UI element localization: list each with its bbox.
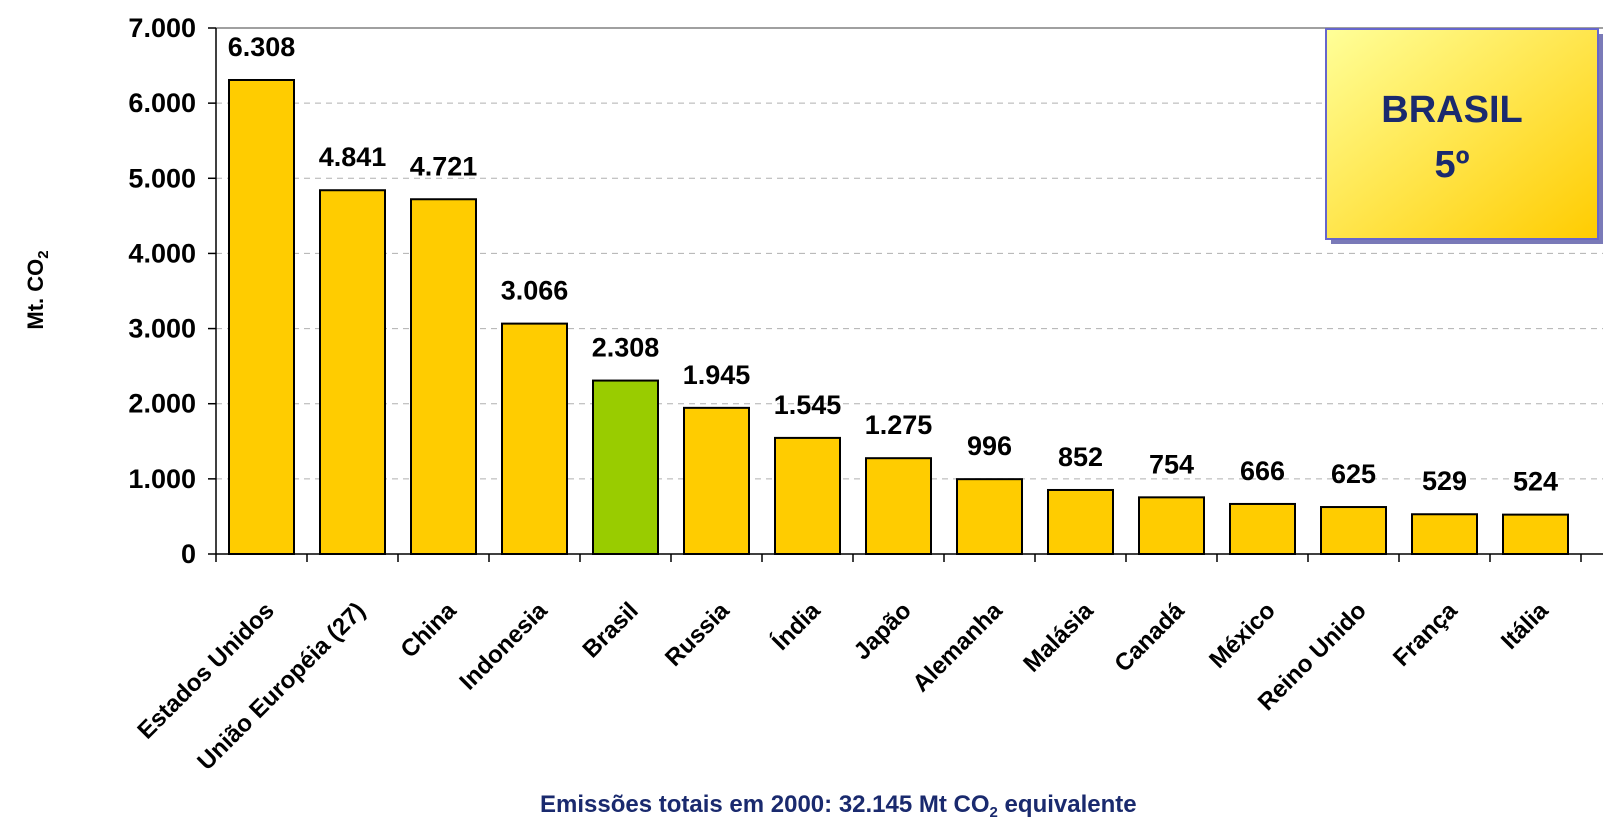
bar-10 — [1138, 496, 1205, 555]
category-label-3: Indonesia — [454, 597, 553, 696]
bar-14 — [1502, 513, 1569, 555]
category-label-1: União Européia (27) — [192, 597, 370, 775]
brasil-rank-callout: BRASIL 5º — [1325, 28, 1603, 244]
bar-1 — [319, 189, 386, 555]
data-label-11: 666 — [1240, 456, 1285, 486]
bar-5 — [683, 406, 750, 555]
y-axis-label-subscript: 2 — [35, 250, 52, 258]
footer-note: Emissões totais em 2000: 32.145 Mt CO2 e… — [540, 791, 1137, 821]
bar-4 — [592, 379, 659, 555]
bar-11 — [1229, 502, 1296, 556]
data-label-13: 529 — [1422, 466, 1467, 496]
data-label-1: 4.841 — [319, 142, 387, 172]
data-label-14: 524 — [1513, 467, 1558, 497]
callout-rank: 5º — [1434, 144, 1469, 186]
category-label-4: Brasil — [577, 597, 643, 663]
category-label-6: Índia — [766, 596, 826, 656]
data-label-10: 754 — [1149, 449, 1194, 479]
bars — [228, 78, 1569, 556]
bar-3 — [501, 322, 568, 555]
category-label-9: Malásia — [1018, 597, 1099, 678]
category-label-11: México — [1204, 597, 1281, 674]
y-axis-label: Mt. CO2 — [23, 250, 52, 329]
bar-6 — [774, 436, 841, 556]
y-tick-label: 4.000 — [128, 238, 196, 268]
bar-0 — [228, 78, 295, 555]
category-label-2: China — [396, 597, 463, 664]
data-label-7: 1.275 — [865, 410, 933, 440]
data-label-5: 1.945 — [683, 360, 751, 390]
data-labels: 6.308 4.841 4.721 3.066 2.308 1.945 1.545 1.275… — [228, 32, 1558, 497]
category-label-14: Itália — [1496, 597, 1554, 655]
axes: 0 1.000 2.000 3.000 4.000 5.000 6.000 7.000 — [128, 13, 1603, 569]
category-label-13: França — [1388, 597, 1463, 672]
category-label-7: Japão — [849, 597, 917, 665]
y-tick-label: 3.000 — [128, 314, 196, 344]
bar-7 — [865, 457, 932, 556]
bar-9 — [1047, 488, 1114, 555]
y-tick-label: 1.000 — [128, 464, 196, 494]
footer-subscript: 2 — [990, 804, 998, 821]
data-label-3: 3.066 — [501, 276, 569, 306]
data-label-8: 996 — [967, 431, 1012, 461]
data-label-12: 625 — [1331, 459, 1376, 489]
bar-12 — [1320, 506, 1387, 555]
data-label-2: 4.721 — [410, 151, 478, 181]
y-tick-label: 7.000 — [128, 13, 196, 43]
data-label-9: 852 — [1058, 442, 1103, 472]
data-label-4: 2.308 — [592, 333, 660, 363]
bar-8 — [956, 478, 1023, 555]
category-label-5: Russia — [660, 597, 735, 672]
category-label-8: Alemanha — [908, 597, 1009, 698]
callout-country: BRASIL — [1381, 89, 1522, 131]
y-tick-label: 0 — [181, 539, 196, 569]
data-label-0: 6.308 — [228, 32, 296, 62]
category-label-10: Canadá — [1109, 597, 1190, 678]
y-tick-label: 5.000 — [128, 163, 196, 193]
y-tick-label: 6.000 — [128, 88, 196, 118]
bar-13 — [1411, 513, 1478, 556]
data-label-6: 1.545 — [774, 390, 842, 420]
y-tick-label: 2.000 — [128, 389, 196, 419]
bar-2 — [410, 198, 477, 555]
